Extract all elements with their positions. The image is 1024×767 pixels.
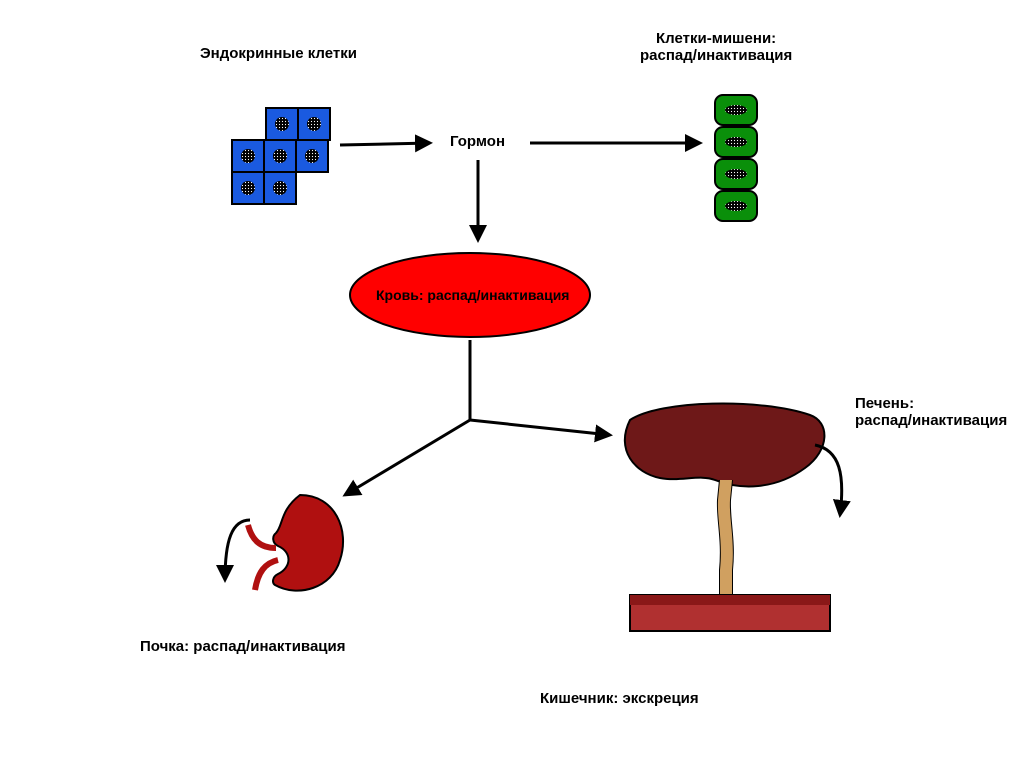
intestine-label: Кишечник: экскреция [540, 690, 699, 707]
kidney-icon [225, 495, 343, 591]
liver-icon [625, 404, 842, 631]
liver-label: Печень: распад/инактивация [855, 395, 1007, 429]
target-cells-stack [715, 95, 757, 221]
target-cells-label: Клетки-мишени: распад/инактивация [640, 30, 792, 64]
blood-label: Кровь: распад/инактивация [376, 287, 569, 303]
endocrine-cells-label: Эндокринные клетки [200, 45, 357, 62]
endocrine-cells-cluster [232, 108, 330, 204]
intestine-icon [630, 595, 830, 631]
kidney-label: Почка: распад/инактивация [140, 638, 346, 655]
hormone-label: Гормон [450, 133, 505, 150]
